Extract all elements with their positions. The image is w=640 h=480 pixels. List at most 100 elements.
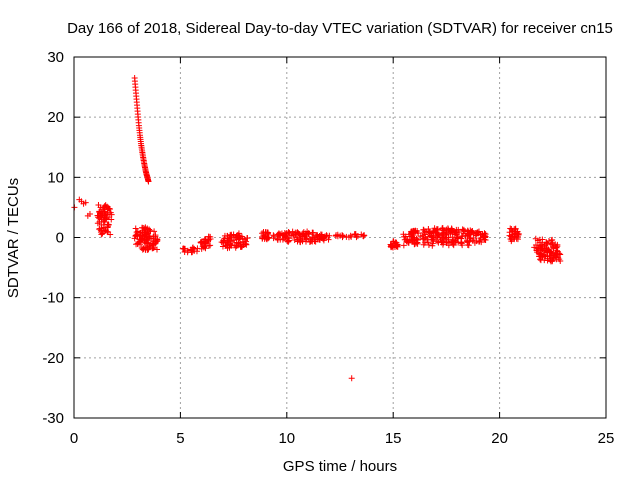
- data-point: [207, 233, 214, 240]
- data-point: [426, 229, 433, 236]
- y-tick-label: 30: [47, 49, 64, 66]
- data-point: [224, 235, 231, 242]
- data-point: [240, 238, 247, 245]
- x-tick-label: 5: [176, 430, 184, 447]
- data-point: [430, 227, 437, 234]
- data-point: [392, 239, 399, 246]
- data-point: [288, 232, 295, 239]
- data-point: [468, 229, 475, 236]
- data-point: [473, 230, 480, 237]
- data-point: [334, 233, 341, 240]
- data-point: [417, 233, 424, 240]
- data-point: [153, 246, 160, 253]
- data-point: [141, 239, 148, 246]
- data-point: [200, 243, 207, 250]
- y-tick-label: 10: [47, 169, 64, 186]
- data-point: [300, 229, 307, 236]
- data-point: [277, 236, 284, 243]
- data-point: [230, 231, 237, 238]
- data-point: [184, 247, 191, 254]
- data-point: [134, 108, 141, 115]
- data-point: [513, 235, 520, 242]
- data-point: [285, 238, 292, 245]
- data-point: [202, 239, 209, 246]
- x-tick-label: 10: [278, 430, 295, 447]
- data-point: [202, 242, 209, 249]
- data-point: [451, 231, 458, 238]
- data-point: [475, 237, 482, 244]
- data-point: [235, 240, 242, 247]
- data-point: [138, 146, 145, 153]
- axis-ticks: [73, 56, 607, 419]
- data-point: [132, 225, 139, 232]
- data-point: [445, 236, 452, 243]
- data-point: [434, 226, 441, 233]
- data-point: [139, 152, 146, 159]
- data-point: [107, 231, 114, 238]
- data-point: [544, 249, 551, 256]
- data-point: [436, 234, 443, 241]
- data-point: [361, 232, 368, 239]
- data-point: [232, 244, 239, 251]
- data-point: [96, 218, 103, 225]
- data-point: [434, 238, 441, 245]
- data-point: [226, 244, 233, 251]
- data-point: [460, 227, 467, 234]
- data-point: [222, 239, 229, 246]
- data-point: [145, 246, 152, 253]
- data-point: [326, 232, 333, 239]
- data-point: [133, 96, 140, 103]
- data-point: [142, 164, 149, 171]
- data-point: [508, 238, 515, 245]
- data-point: [429, 242, 436, 249]
- data-point: [544, 240, 551, 247]
- y-tick-label: 0: [56, 230, 64, 247]
- y-tick-label: -10: [42, 290, 64, 307]
- data-point: [97, 210, 104, 217]
- data-point: [243, 241, 250, 248]
- data-point: [227, 232, 234, 239]
- data-point: [264, 230, 271, 237]
- data-point: [420, 226, 427, 233]
- data-point: [443, 226, 450, 233]
- data-point: [394, 242, 401, 249]
- data-point: [405, 239, 412, 246]
- data-point: [317, 231, 324, 238]
- data-point: [512, 226, 519, 233]
- data-point: [470, 235, 477, 242]
- data-point: [283, 230, 290, 237]
- data-point: [103, 204, 110, 211]
- data-point: [444, 239, 451, 246]
- data-point: [347, 232, 354, 239]
- data-point: [481, 232, 488, 239]
- data-point: [411, 239, 418, 246]
- data-point: [448, 225, 455, 232]
- data-point: [557, 257, 564, 264]
- data-point: [131, 235, 138, 242]
- data-point: [549, 258, 556, 265]
- data-point: [537, 257, 544, 264]
- data-point: [223, 242, 230, 249]
- data-point: [146, 226, 153, 233]
- y-axis-label: SDTVAR / TECUs: [5, 178, 22, 298]
- data-point: [511, 232, 518, 239]
- data-point: [464, 238, 471, 245]
- data-point: [343, 233, 350, 240]
- data-point: [141, 238, 148, 245]
- data-point: [285, 237, 292, 244]
- chart-title: Day 166 of 2018, Sidereal Day-to-day VTE…: [67, 20, 613, 37]
- data-point: [147, 242, 154, 249]
- data-point: [440, 235, 447, 242]
- data-point: [132, 84, 139, 91]
- data-point: [139, 235, 146, 242]
- data-point: [105, 221, 112, 228]
- data-point: [98, 221, 105, 228]
- data-point: [108, 216, 115, 223]
- data-point: [447, 229, 454, 236]
- data-point: [515, 230, 522, 237]
- data-point: [279, 232, 286, 239]
- data-point: [311, 238, 318, 245]
- data-point: [507, 225, 514, 232]
- data-point: [509, 228, 516, 235]
- data-point: [534, 249, 541, 256]
